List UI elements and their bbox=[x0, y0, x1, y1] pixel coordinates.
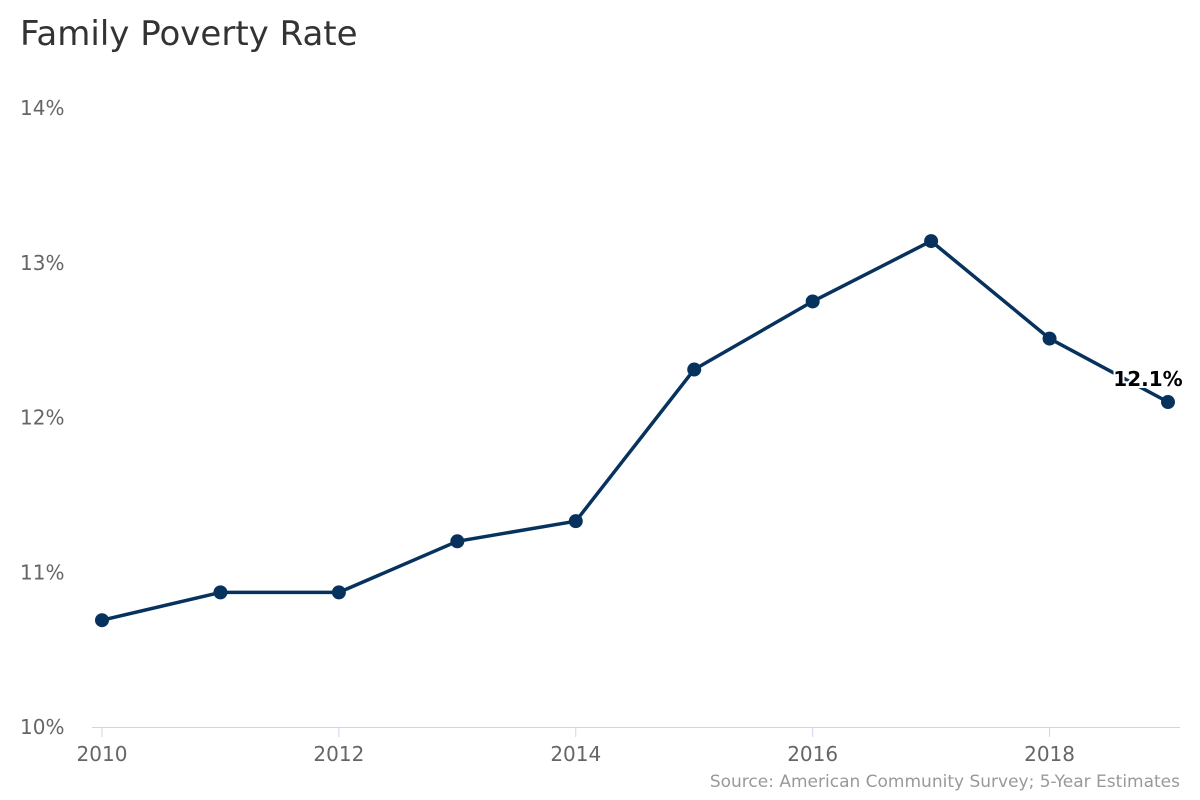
x-tick-label: 2014 bbox=[550, 742, 601, 766]
y-tick-label: 14% bbox=[20, 96, 64, 120]
data-labels: 12.1% bbox=[1111, 365, 1184, 393]
series-line bbox=[100, 239, 1170, 622]
x-tick-label: 2010 bbox=[77, 742, 128, 766]
data-point[interactable] bbox=[1161, 395, 1175, 410]
y-tick-label: 11% bbox=[20, 560, 64, 584]
data-point[interactable] bbox=[450, 534, 465, 549]
data-point[interactable] bbox=[568, 514, 583, 529]
y-tick-label: 10% bbox=[20, 715, 64, 739]
data-point[interactable] bbox=[95, 613, 109, 628]
series-group bbox=[95, 234, 1175, 628]
y-tick-label: 13% bbox=[20, 251, 64, 275]
data-point[interactable] bbox=[331, 585, 346, 600]
data-point[interactable] bbox=[924, 234, 939, 249]
data-point[interactable] bbox=[213, 585, 228, 600]
data-point[interactable] bbox=[1042, 331, 1057, 346]
x-axis: 2010 2012 2014 2016 2018 bbox=[77, 727, 1180, 766]
x-tick-label: 2018 bbox=[1024, 742, 1075, 766]
x-tick-label: 2012 bbox=[313, 742, 364, 766]
data-point[interactable] bbox=[805, 294, 820, 309]
data-label: 12.1% bbox=[1113, 367, 1182, 391]
data-point[interactable] bbox=[687, 362, 702, 377]
y-tick-label: 12% bbox=[20, 406, 64, 430]
chart-title: Family Poverty Rate bbox=[20, 14, 358, 54]
credits-text[interactable]: Source: American Community Survey; 5-Yea… bbox=[709, 772, 1180, 792]
x-tick-label: 2016 bbox=[787, 742, 838, 766]
y-axis: 10% 11% 12% 13% 14% bbox=[20, 96, 64, 739]
